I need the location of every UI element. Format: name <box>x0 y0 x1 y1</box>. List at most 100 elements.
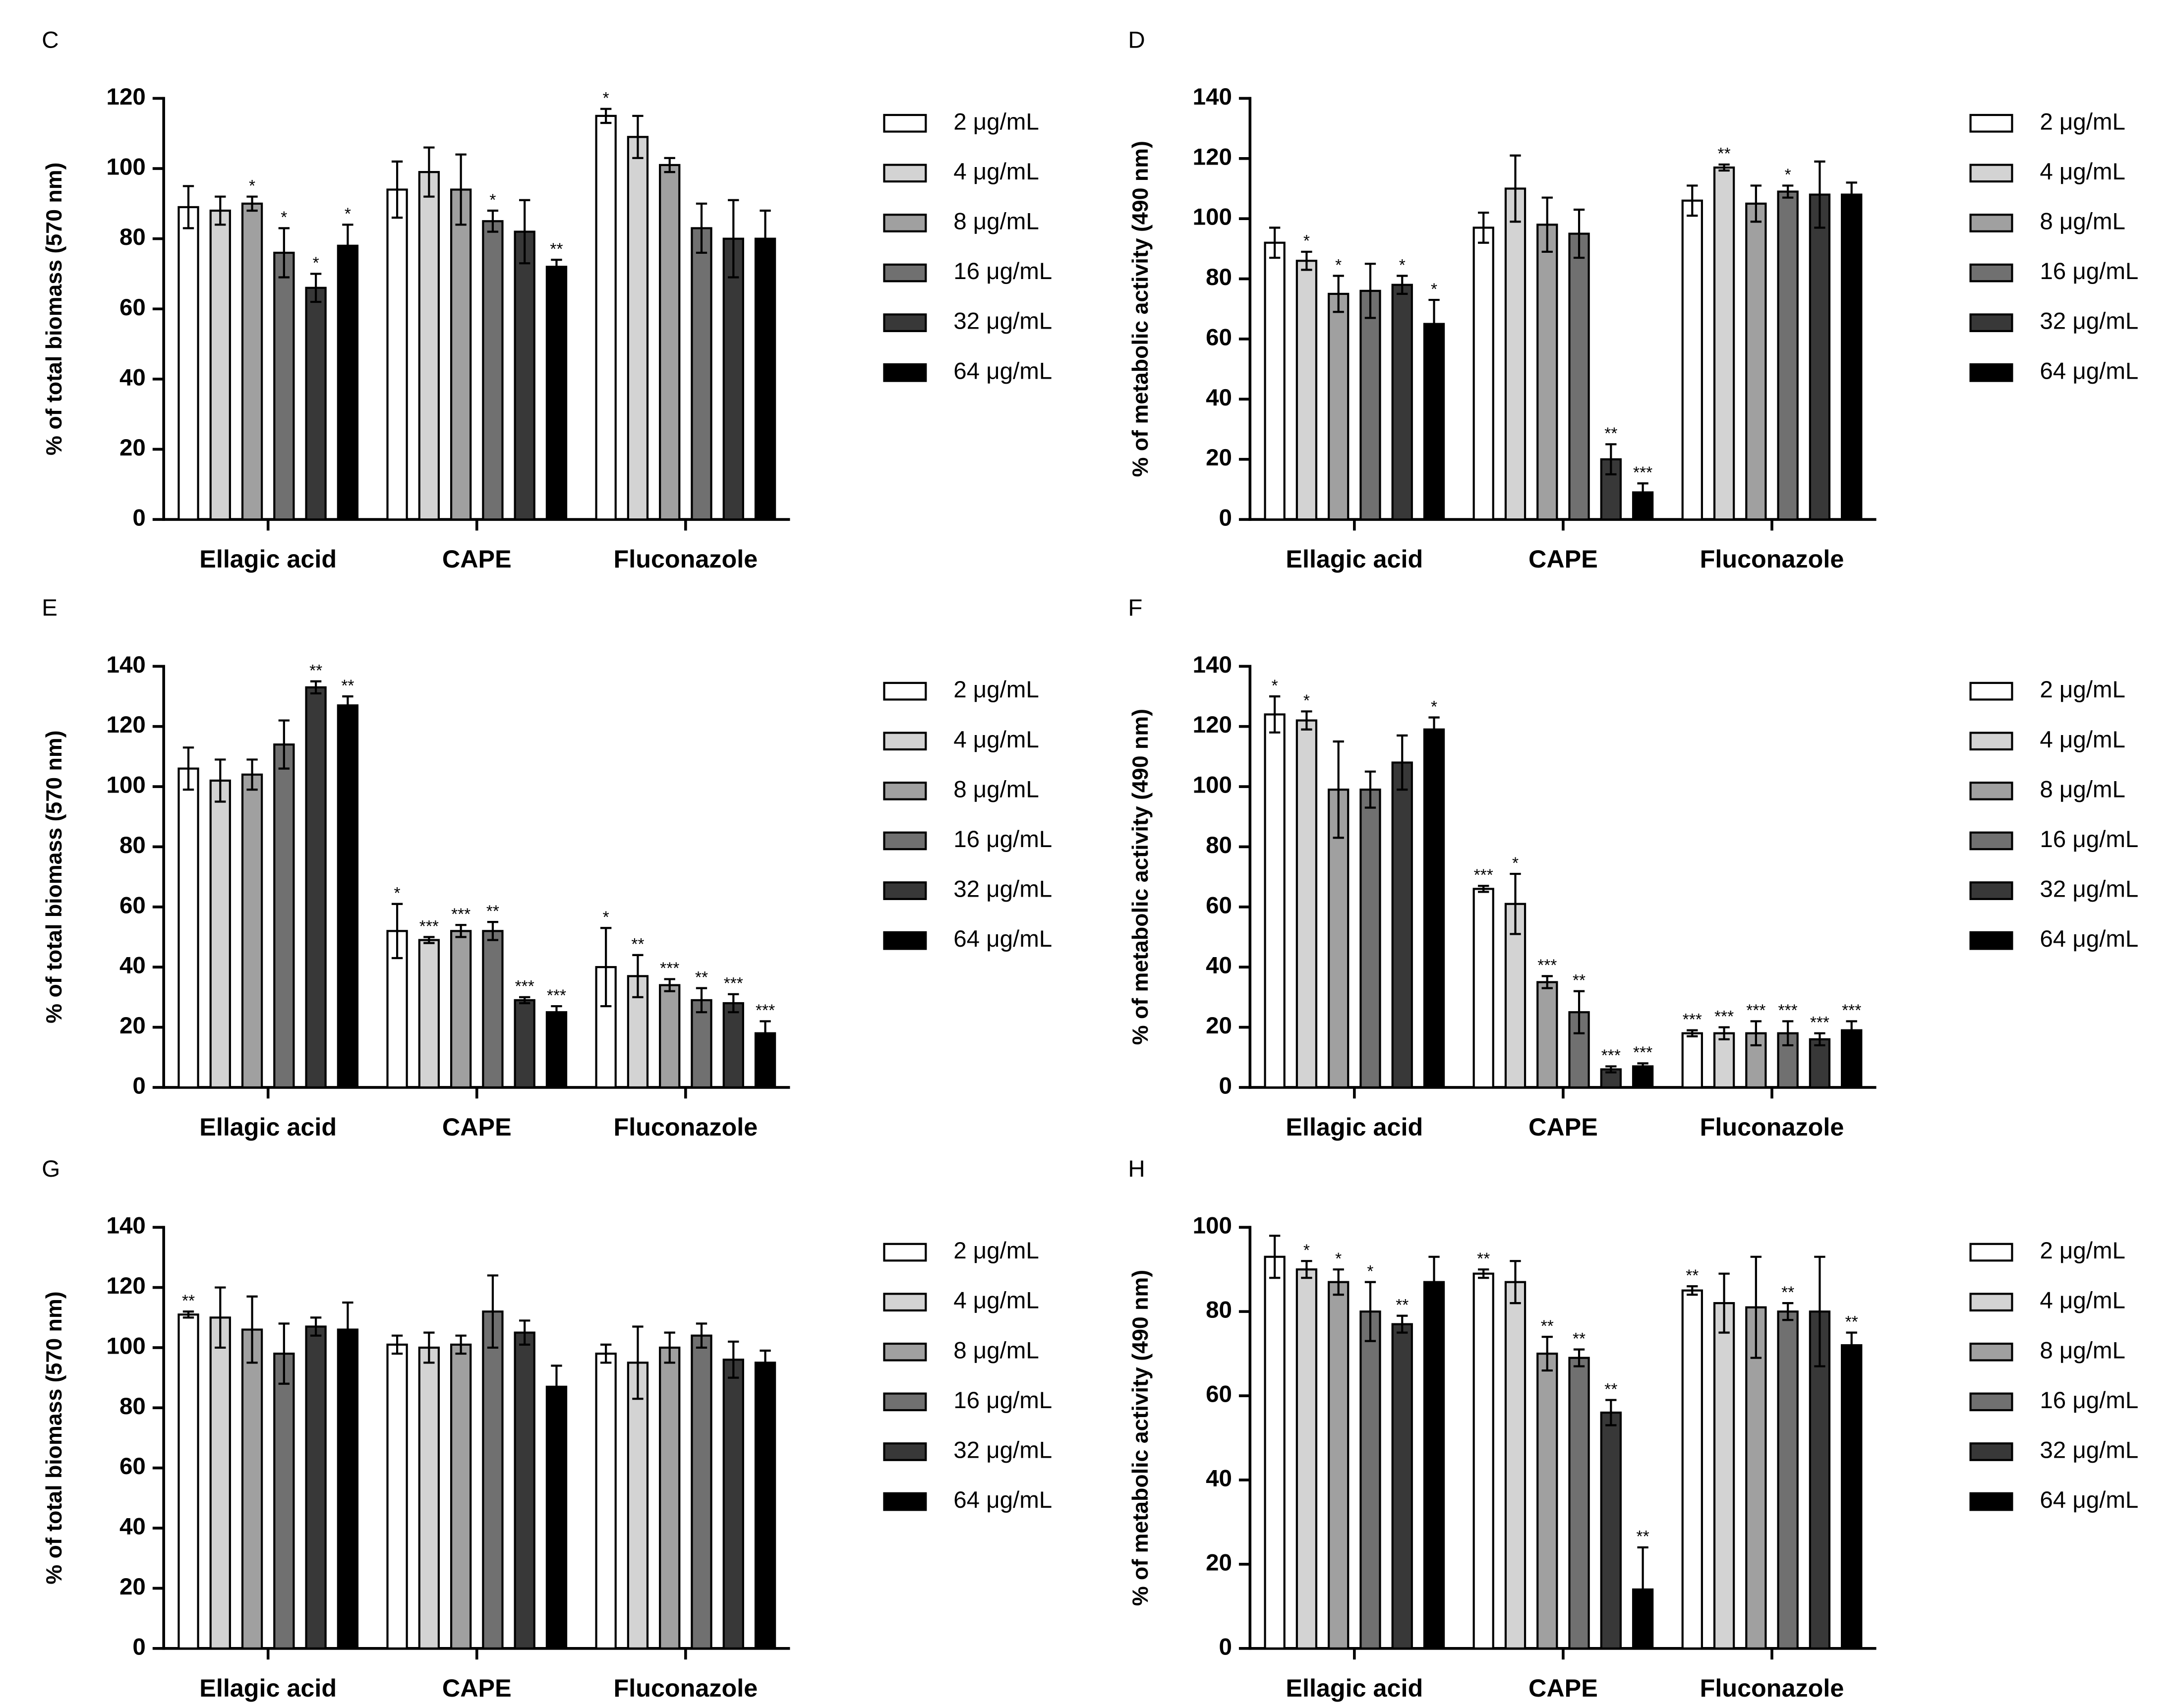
error-bar <box>760 1349 771 1376</box>
bar <box>241 1328 263 1650</box>
legend-swatch <box>883 1442 927 1461</box>
panel-label: G <box>42 1156 60 1182</box>
bar <box>1809 1310 1831 1650</box>
bar <box>1472 888 1494 1089</box>
error-bar <box>215 195 226 226</box>
bar <box>241 773 263 1089</box>
legend-swatch <box>1969 881 2013 900</box>
legend-swatch <box>1969 781 2013 800</box>
significance-label: * <box>1367 1262 1373 1281</box>
error-bar <box>1814 1032 1825 1047</box>
error-bar <box>1750 184 1762 223</box>
y-axis-label: % of metabolic activity (490 nm) <box>1128 1270 1153 1606</box>
error-bar <box>1397 1314 1408 1334</box>
error-bar <box>1605 1399 1617 1426</box>
significance-label: *** <box>515 977 534 996</box>
bar <box>545 1011 568 1089</box>
legend-label: 64 μg/mL <box>2040 358 2138 384</box>
bar <box>595 1352 617 1650</box>
error-bar <box>246 758 258 791</box>
y-tick-label: 20 <box>1206 445 1232 471</box>
error-bar <box>519 199 530 265</box>
error-bar <box>1782 184 1794 199</box>
legend-swatch <box>883 263 927 283</box>
legend-swatch <box>883 164 927 183</box>
significance-label: ** <box>182 1292 195 1310</box>
bar <box>1423 323 1445 521</box>
bar <box>1504 1281 1527 1650</box>
bar <box>722 1002 744 1089</box>
bar <box>273 251 295 521</box>
legend-swatch <box>883 1243 927 1262</box>
bar <box>209 209 231 521</box>
x-tick-label: CAPE <box>442 545 512 573</box>
y-tick-label: 120 <box>1193 144 1232 170</box>
bar <box>1295 719 1318 1089</box>
error-bar <box>664 1331 675 1364</box>
error-bar <box>391 160 403 219</box>
error-bar <box>342 224 353 268</box>
significance-label: * <box>1785 166 1791 184</box>
error-bar <box>1718 1026 1730 1040</box>
bar <box>1536 981 1558 1089</box>
y-tick-label: 60 <box>1206 1381 1232 1408</box>
y-axis-label: % of metabolic activity (490 nm) <box>1128 709 1153 1045</box>
significance-label: ** <box>1573 971 1586 990</box>
significance-label: ** <box>1604 425 1617 443</box>
y-tick-label: 120 <box>107 712 146 738</box>
legend-label: 8 μg/mL <box>2040 209 2125 235</box>
error-bar <box>1301 1260 1312 1279</box>
error-bar <box>664 978 675 992</box>
legend-label: 64 μg/mL <box>953 358 1052 384</box>
error-bar <box>1846 1331 1857 1359</box>
y-tick-label: 20 <box>1206 1549 1232 1576</box>
y-tick-label: 20 <box>119 435 146 461</box>
bar <box>1423 1281 1445 1650</box>
legend-swatch <box>1969 214 2013 232</box>
panel: E % of total biomass (570 nm) 0 20 40 60 80 100… <box>42 595 1052 1141</box>
error-bar <box>1687 184 1698 217</box>
bar <box>514 999 535 1089</box>
error-bar <box>391 903 403 960</box>
bar <box>1681 199 1703 521</box>
error-bar <box>1814 160 1825 229</box>
y-tick-label: 0 <box>1219 1073 1232 1099</box>
panel: D % of metabolic activity (490 nm) 0 20 40 60… <box>1128 27 2138 573</box>
error-bar <box>310 1316 322 1337</box>
bar <box>722 1359 744 1650</box>
bar <box>1391 1323 1413 1650</box>
legend-label: 16 μg/mL <box>2040 1387 2138 1414</box>
legend-swatch <box>1969 263 2013 283</box>
y-tick-label: 60 <box>119 1453 146 1480</box>
x-tick-label: Ellagic acid <box>1286 1674 1423 1702</box>
legend-label: 2 μg/mL <box>953 677 1039 703</box>
bar <box>1391 761 1413 1089</box>
legend-swatch <box>883 1293 927 1311</box>
bar <box>1472 227 1494 521</box>
error-bar <box>1301 710 1312 731</box>
error-bar <box>1637 1062 1648 1071</box>
legend-swatch <box>883 1492 927 1511</box>
bar <box>1809 193 1831 521</box>
bar <box>691 999 712 1089</box>
error-bar <box>1782 1020 1794 1047</box>
legend-label: 64 μg/mL <box>2040 1487 2138 1513</box>
legend-label: 4 μg/mL <box>2040 727 2125 753</box>
error-bar <box>1269 1235 1281 1279</box>
legend-label: 32 μg/mL <box>2040 1437 2138 1464</box>
legend-swatch <box>1969 1243 2013 1262</box>
error-bar <box>182 1310 194 1319</box>
error-bar <box>1573 208 1585 259</box>
bar <box>273 743 295 1089</box>
significance-label: *** <box>1842 1002 1861 1020</box>
significance-label: *** <box>1474 866 1493 885</box>
y-tick-label: 140 <box>107 652 146 678</box>
error-bar <box>1364 1281 1376 1342</box>
error-bar <box>182 185 194 229</box>
y-axis-label: % of total biomass (570 nm) <box>42 163 66 455</box>
legend-label: 2 μg/mL <box>953 109 1039 135</box>
bar <box>1359 1310 1381 1650</box>
error-bar <box>519 1319 530 1346</box>
bar <box>418 171 440 521</box>
legend-swatch <box>883 831 927 851</box>
